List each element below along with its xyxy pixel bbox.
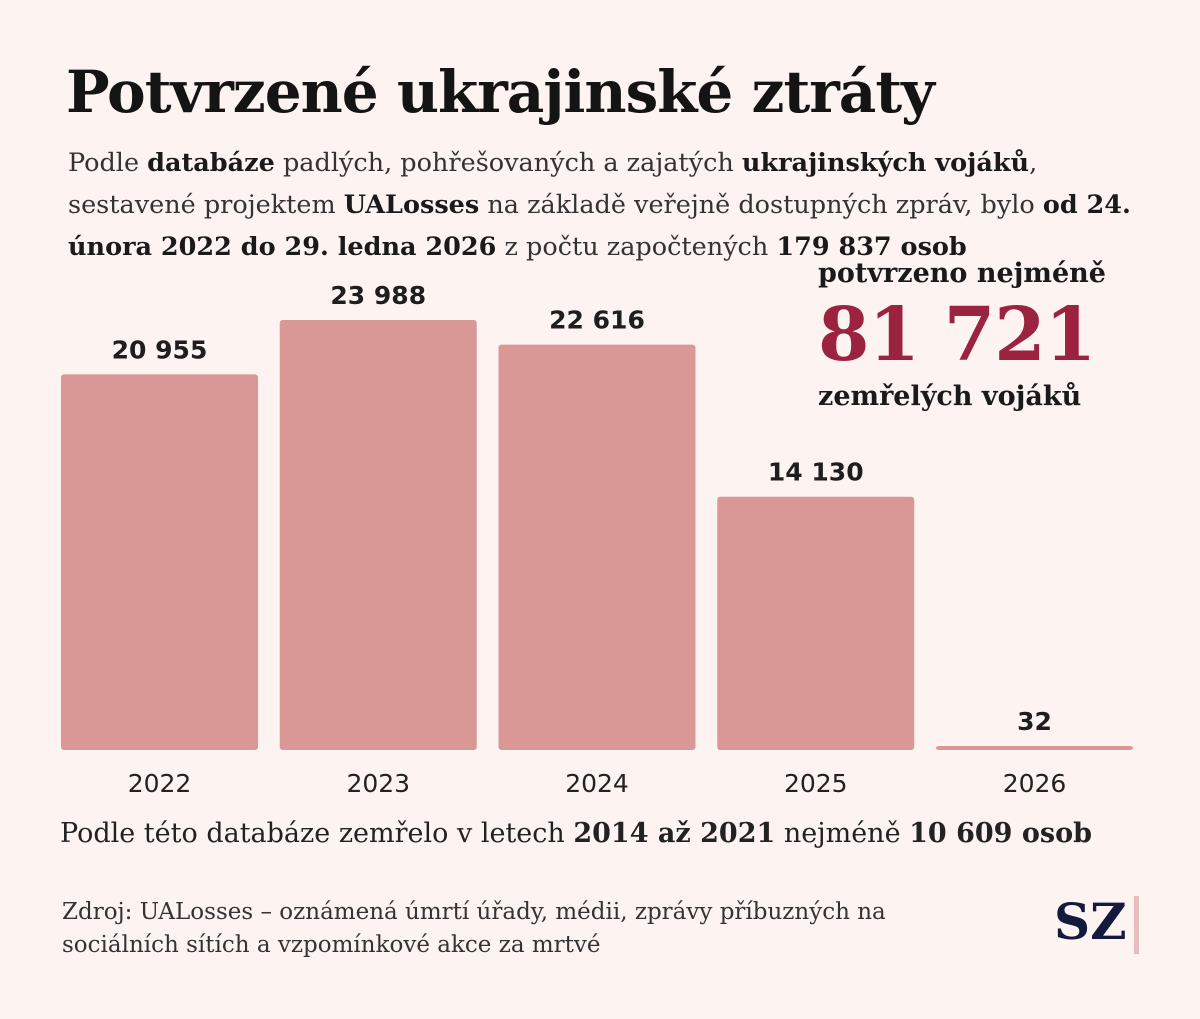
value-label: 14 130 <box>768 458 864 487</box>
callout-label-top: potvrzeno nejméně <box>818 258 1106 289</box>
value-label: 22 616 <box>549 306 645 335</box>
logo-divider <box>1134 896 1139 954</box>
note-part: Podle této databáze zemřelo v letech <box>60 818 574 849</box>
subtitle-part: , sestavené projektem <box>68 148 1038 220</box>
x-tick-label: 2024 <box>565 769 629 798</box>
subtitle-part: od 24. února 2022 do 29. ledna 2026 <box>68 190 1131 262</box>
bar-2026 <box>936 746 1133 750</box>
sz-logo: SZ <box>1054 892 1127 951</box>
bar-2025 <box>717 496 915 750</box>
callout-number: 81 721 <box>818 292 1096 378</box>
bar-2022 <box>61 374 258 750</box>
x-tick-label: 2026 <box>1003 769 1067 798</box>
subtitle-part: Podle <box>68 148 148 178</box>
bar-2023 <box>279 320 477 750</box>
value-label: 20 955 <box>112 335 208 364</box>
note-part: 10 609 osob <box>909 818 1092 849</box>
chart-title: Potvrzené ukrajinské ztráty <box>66 58 935 126</box>
value-label: 32 <box>1017 707 1052 736</box>
subtitle-part: UALosses <box>343 190 480 220</box>
subtitle-part: z počtu započtených <box>496 232 777 262</box>
bar-2024 <box>498 344 696 750</box>
callout-label-bottom: zemřelých vojáků <box>818 381 1082 412</box>
x-tick-label: 2023 <box>346 769 410 798</box>
note-part: nejméně <box>775 818 910 849</box>
total-callout: potvrzeno nejméně 81 721 zemřelých voják… <box>818 258 1106 412</box>
source-note: Zdroj: UALosses – oznámená úmrtí úřady, … <box>62 899 886 958</box>
subtitle: Podle databáze padlých, pohřešovaných a … <box>68 142 1168 268</box>
subtitle-part: 179 837 osob <box>776 232 967 262</box>
subtitle-part: padlých, pohřešovaných a zajatých <box>274 148 742 178</box>
subtitle-part: databáze <box>147 148 275 178</box>
subtitle-part: na základě veřejně dostupných zpráv, byl… <box>479 190 1043 220</box>
x-tick-label: 2022 <box>128 769 192 798</box>
value-label: 23 988 <box>330 281 426 310</box>
subtitle-part: ukrajinských vojáků <box>741 148 1030 178</box>
historical-note: Podle této databáze zemřelo v letech 201… <box>60 818 1092 849</box>
x-tick-label: 2025 <box>784 769 848 798</box>
note-part: 2014 až 2021 <box>573 818 776 849</box>
